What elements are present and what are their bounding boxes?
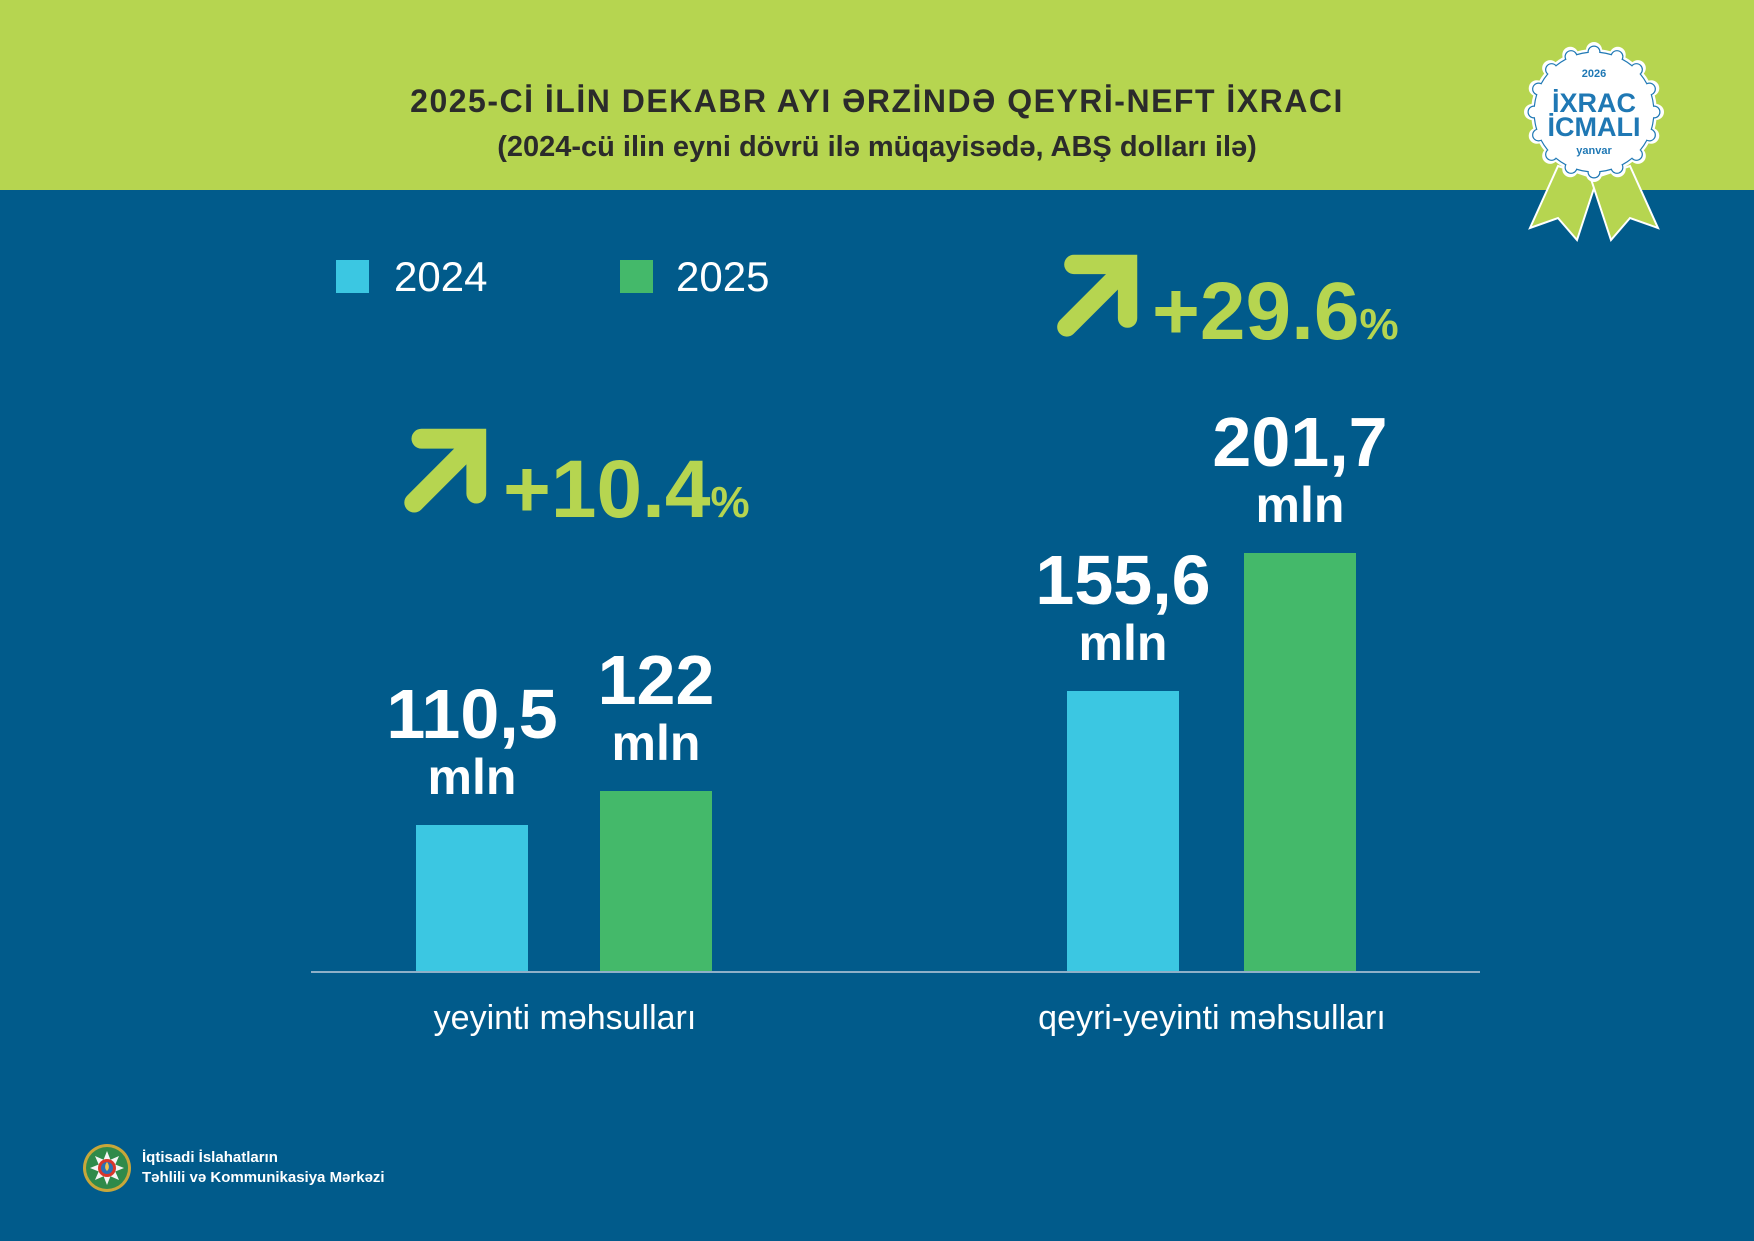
value-number: 110,5 — [386, 675, 558, 754]
change-value: +10.4 — [503, 444, 711, 535]
arrow-up-right-icon — [1057, 254, 1138, 337]
award-ribbon-badge — [1524, 42, 1664, 242]
category-label-qeyri-yeyinti: qeyri-yeyinti məhsulları — [1038, 999, 1386, 1037]
badge-line2: İCMALI — [1547, 112, 1641, 142]
page-subtitle: (2024-cü ilin eyni dövrü ilə müqayisədə,… — [497, 131, 1257, 163]
change-unit: % — [710, 478, 750, 527]
legend-label-2024: 2024 — [394, 253, 488, 300]
value-unit: mln — [1255, 477, 1345, 534]
category-label-yeyinti: yeyinti məhsulları — [433, 999, 697, 1037]
change-unit: % — [1359, 300, 1399, 349]
bar-qeyri-yeyinti-2025 — [1244, 553, 1356, 972]
value-label-yeyinti-2025: 122 mln — [536, 643, 776, 769]
badge-month: yanvar — [1576, 145, 1612, 157]
org-name-line2: Təhlili və Kommunikasiya Mərkəzi — [142, 1169, 385, 1186]
arrow-up-right-icon — [404, 428, 487, 513]
bar-qeyri-yeyinti-2024 — [1067, 690, 1179, 972]
value-unit: mln — [427, 749, 517, 806]
legend-swatch-2024 — [336, 260, 369, 293]
header-band — [0, 0, 1754, 190]
value-number: 201,7 — [1212, 403, 1388, 482]
bar-yeyinti-2024 — [416, 825, 528, 972]
badge: 2026 İXRAC İCMALI yanvar — [1518, 42, 1670, 244]
value-number: 155,6 — [1035, 540, 1211, 619]
value-unit: mln — [1078, 614, 1168, 671]
change-value: +29.6 — [1152, 266, 1360, 357]
org-name-line1: İqtisadi İslahatların — [142, 1149, 278, 1166]
legend-label-2025: 2025 — [676, 253, 770, 300]
value-label-yeyinti-2024: 110,5 mln — [352, 677, 592, 803]
page-title: 2025-Cİ İLİN DEKABR AYI ƏRZİNDƏ QEYRİ-NE… — [410, 83, 1344, 119]
badge-line1: İXRAC — [1551, 88, 1636, 118]
badge-seal — [1524, 42, 1664, 182]
value-unit: mln — [611, 714, 701, 771]
badge-year: 2026 — [1581, 68, 1607, 80]
org-name: İqtisadi İslahatların Təhlili və Kommuni… — [142, 1148, 385, 1188]
value-label-qeyri-yeyinti-2024: 155,6 mln — [1003, 543, 1243, 669]
value-label-qeyri-yeyinti-2025: 201,7 mln — [1180, 405, 1420, 531]
bar-yeyinti-2025 — [600, 790, 712, 972]
change-label-qeyri-yeyinti: +29.6% — [1152, 271, 1399, 366]
legend-swatch-2025 — [620, 260, 653, 293]
value-number: 122 — [597, 640, 715, 719]
x-axis-line — [311, 971, 1480, 973]
badge-scallop — [1534, 52, 1654, 172]
change-label-yeyinti: +10.4% — [503, 449, 750, 544]
state-emblem-icon — [83, 1144, 131, 1192]
